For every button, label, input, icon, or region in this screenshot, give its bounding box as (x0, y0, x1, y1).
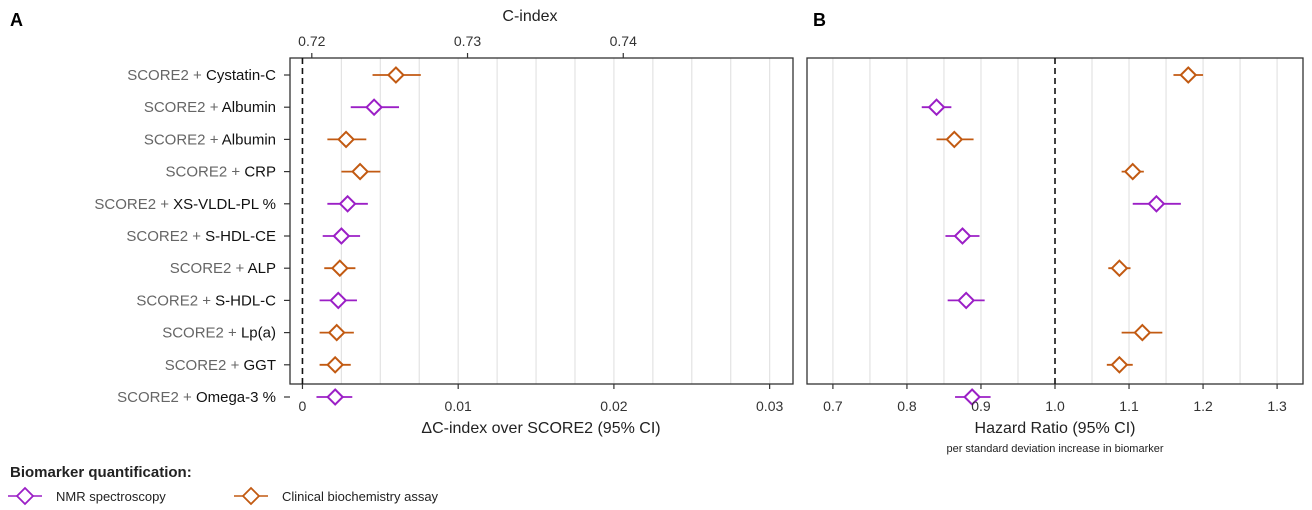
x-tick-label: 0.01 (445, 398, 472, 414)
x-tick-label: 1.1 (1119, 398, 1139, 414)
point-estimate (338, 194, 357, 213)
point-estimate (953, 227, 972, 245)
point-estimate (330, 259, 349, 278)
point-estimate (1147, 194, 1166, 213)
point-estimate (927, 98, 946, 117)
row-label: SCORE2 + GGT (165, 357, 276, 374)
row-label: SCORE2 + S-HDL-C (136, 292, 276, 309)
point-estimate (957, 291, 976, 310)
point-estimate (351, 162, 369, 181)
point-estimate (1133, 323, 1152, 342)
x-tick-label: 1.3 (1267, 398, 1287, 414)
x-tick-label: 0.8 (897, 398, 917, 414)
legend-nmr-label: NMR spectroscopy (56, 489, 166, 504)
row-label-prefix: SCORE2 + (136, 292, 215, 309)
panel-b: 0.7 0.8 0.9 1.0 1.1 1.2 1.3 Hazard Ratio (95% … (806, 57, 1304, 455)
panel-b-letter: B (813, 10, 826, 30)
point-estimate (963, 388, 982, 406)
point-estimate (329, 291, 348, 310)
point-estimate (365, 98, 384, 117)
top-tick-label: 0.72 (298, 33, 325, 49)
row-label-biomarker: Lp(a) (241, 325, 276, 342)
row-label: SCORE2 + Albumin (144, 131, 276, 148)
panel-b-x-ticks: 0.7 0.8 0.9 1.0 1.1 1.2 1.3 (823, 384, 1287, 414)
row-label: SCORE2 + CRP (166, 164, 276, 181)
row-label: SCORE2 + Cystatin-C (127, 67, 276, 84)
point-estimate (326, 388, 345, 406)
legend: Biomarker quantification: NMR spectrosco… (8, 464, 439, 506)
row-label-prefix: SCORE2 + (94, 196, 173, 213)
x-tick-label: 1.0 (1045, 398, 1065, 414)
x-tick-label: 0.02 (600, 398, 627, 414)
row-label: SCORE2 + ALP (170, 260, 276, 277)
panel-b-grid (832, 58, 1278, 384)
point-estimate (1110, 355, 1129, 374)
row-label: SCORE2 + S-HDL-CE (126, 228, 276, 245)
legend-clinical-label: Clinical biochemistry assay (282, 489, 439, 504)
x-tick-label: 0 (299, 398, 307, 414)
point-estimate (1123, 162, 1142, 181)
legend-title: Biomarker quantification: (10, 464, 192, 481)
panel-b-marks (921, 58, 1204, 406)
point-estimate (326, 355, 345, 374)
row-label-prefix: SCORE2 + (144, 99, 222, 116)
row-label: SCORE2 + Albumin (144, 99, 276, 116)
panel-b-x-axis-subtitle: per standard deviation increase in bioma… (946, 443, 1163, 455)
row-label: SCORE2 + Lp(a) (162, 325, 276, 342)
panel-b-x-axis-title: Hazard Ratio (95% CI) (975, 420, 1136, 437)
panel-a-x-ticks: 0 0.01 0.02 0.03 (299, 384, 783, 414)
point-estimate (327, 323, 346, 342)
row-label-prefix: SCORE2 + (117, 389, 196, 406)
point-estimate (332, 227, 351, 245)
row-label-biomarker: S-HDL-CE (205, 228, 276, 245)
row-label-prefix: SCORE2 + (165, 357, 244, 374)
row-label-biomarker: ALP (248, 260, 276, 277)
top-tick-label: 0.73 (454, 33, 481, 49)
row-label-biomarker: XS-VLDL-PL % (173, 196, 276, 213)
panel-a-letter: A (10, 10, 23, 30)
x-tick-label: 0.9 (971, 398, 991, 414)
row-label: SCORE2 + Omega-3 % (117, 389, 276, 406)
row-label-prefix: SCORE2 + (127, 67, 206, 84)
row-label-biomarker: Omega-3 % (196, 389, 276, 406)
row-label-biomarker: S-HDL-C (215, 292, 276, 309)
x-tick-label: 1.2 (1193, 398, 1213, 414)
top-tick-label: 0.74 (610, 33, 637, 49)
row-label: SCORE2 + XS-VLDL-PL % (94, 196, 276, 213)
row-label-biomarker: Albumin (222, 131, 276, 148)
legend-item-nmr: NMR spectroscopy (8, 486, 166, 506)
panel-a-x-axis-title: ΔC-index over SCORE2 (95% CI) (421, 420, 660, 437)
x-tick-label: 0.7 (823, 398, 843, 414)
panel-a-marks (301, 58, 421, 406)
point-estimate (1179, 66, 1198, 84)
row-label-biomarker: Albumin (222, 99, 276, 116)
panel-a-frame (289, 57, 794, 385)
panel-a-grid (340, 58, 771, 384)
point-estimate (1110, 259, 1129, 278)
legend-clinical-diamond (241, 486, 261, 506)
legend-nmr-diamond (15, 486, 35, 506)
row-label-biomarker: GGT (244, 357, 277, 374)
row-label-prefix: SCORE2 + (144, 131, 222, 148)
row-label-prefix: SCORE2 + (170, 260, 248, 277)
panel-a-top-ticks: 0.72 0.73 0.74 (298, 33, 637, 58)
point-estimate (337, 130, 355, 149)
row-label-prefix: SCORE2 + (162, 325, 241, 342)
row-label-biomarker: CRP (244, 164, 276, 181)
point-estimate (945, 130, 964, 149)
legend-item-clinical: Clinical biochemistry assay (234, 486, 439, 506)
point-estimate (386, 66, 405, 84)
x-tick-label: 0.03 (756, 398, 783, 414)
row-label-prefix: SCORE2 + (166, 164, 245, 181)
panel-a-top-axis-title: C-index (502, 8, 557, 25)
row-label-biomarker: Cystatin-C (206, 67, 276, 84)
row-label-prefix: SCORE2 + (126, 228, 205, 245)
